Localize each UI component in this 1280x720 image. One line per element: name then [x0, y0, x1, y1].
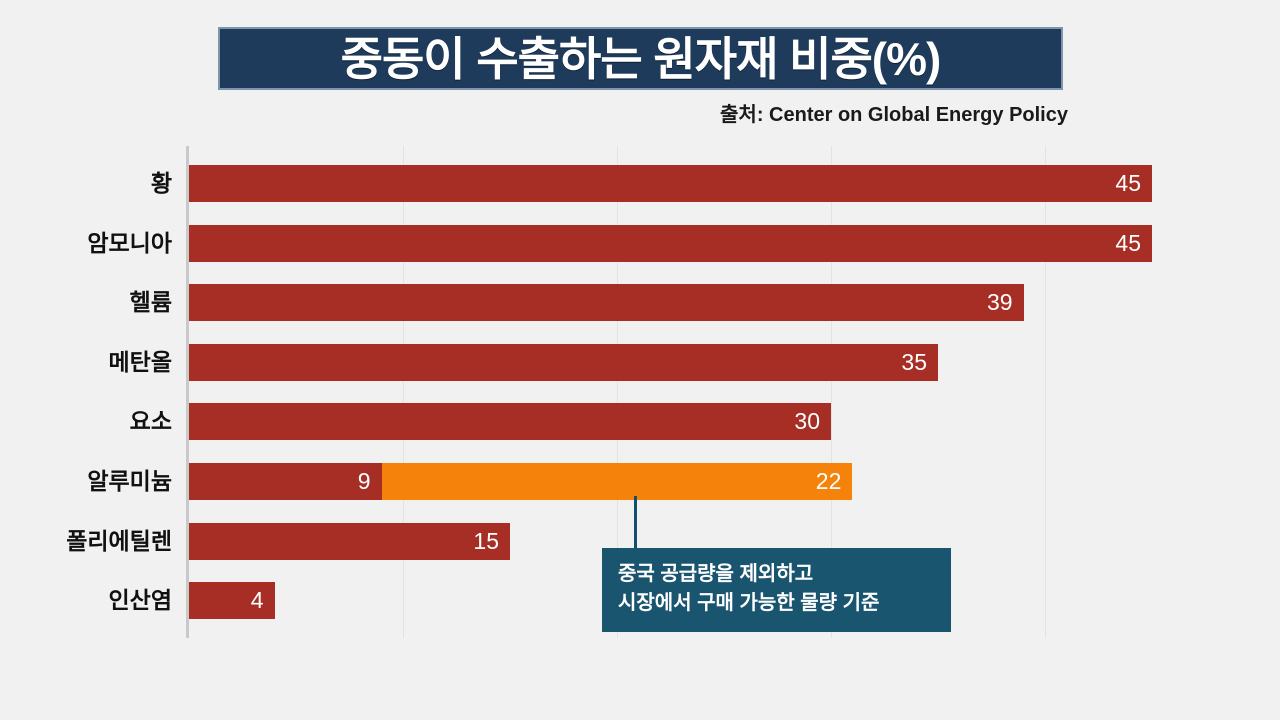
bar-segment-인산염-0[interactable]: 4: [189, 582, 275, 620]
bar-segment-폴리에틸렌-0[interactable]: 15: [189, 522, 510, 560]
bar-value-label: 39: [987, 289, 1013, 316]
bar-value-label: 45: [1115, 170, 1141, 196]
chart-title-banner: 중동이 수출하는 원자재 비중(%): [218, 27, 1063, 90]
bar-segment-헬륨-0[interactable]: 39: [189, 284, 1024, 322]
annotation-line-1: 중국 공급량을 제외하고: [618, 563, 814, 585]
category-label-황: 황: [150, 170, 172, 196]
bar-group-헬륨[interactable]: 39: [189, 284, 1024, 322]
bar-value-label: 30: [794, 408, 820, 435]
bar-group-암모니아[interactable]: 45: [189, 224, 1152, 262]
bar-group-메탄올[interactable]: 35: [189, 343, 938, 381]
bar-value-label: 22: [815, 468, 842, 494]
bar-segment-알루미늄-1[interactable]: 22: [381, 463, 853, 500]
bar-segment-요소-0[interactable]: 30: [189, 403, 831, 441]
category-label-메탄올: 메탄올: [108, 348, 172, 375]
bar-group-알루미늄[interactable]: 9 22: [189, 463, 853, 500]
bar-group-요소[interactable]: 30: [189, 403, 831, 441]
bar-value-label: 45: [1115, 229, 1141, 256]
bar-segment-암모니아-0[interactable]: 45: [189, 224, 1152, 262]
annotation-line-2: 시장에서 구매 가능한 물량 기준: [618, 592, 880, 614]
category-label-폴리에틸렌: 폴리에틸렌: [66, 527, 172, 554]
gridline-30: [831, 146, 832, 638]
gridline-10: [403, 146, 404, 638]
bar-group-황[interactable]: 45: [189, 165, 1152, 202]
chart-source-label: 출처: Center on Global Energy Policy: [720, 104, 1068, 126]
category-label-암모니아: 암모니아: [87, 229, 172, 256]
bar-group-폴리에틸렌[interactable]: 15: [189, 522, 510, 560]
bar-value-label: 9: [357, 468, 371, 494]
category-label-요소: 요소: [129, 408, 172, 435]
y-axis-line: [186, 146, 189, 638]
bar-segment-메탄올-0[interactable]: 35: [189, 343, 938, 381]
bar-segment-황-0[interactable]: 45: [189, 165, 1152, 202]
annotation-leader-line: [634, 496, 637, 548]
bar-group-인산염[interactable]: 4: [189, 582, 275, 620]
gridline-20: [617, 146, 618, 638]
bar-value-label: 4: [250, 587, 264, 614]
bar-value-label: 35: [901, 348, 927, 375]
bar-value-label: 15: [473, 527, 499, 554]
category-label-헬륨: 헬륨: [129, 289, 172, 316]
category-label-알루미늄: 알루미늄: [87, 468, 172, 494]
bar-segment-알루미늄-0[interactable]: 9: [189, 463, 382, 500]
annotation-callout: 중국 공급량을 제외하고 시장에서 구매 가능한 물량 기준: [602, 548, 951, 632]
page-title: 중동이 수출하는 원자재 비중(%): [340, 32, 942, 85]
gridline-40: [1045, 146, 1046, 638]
category-label-인산염: 인산염: [108, 587, 172, 614]
